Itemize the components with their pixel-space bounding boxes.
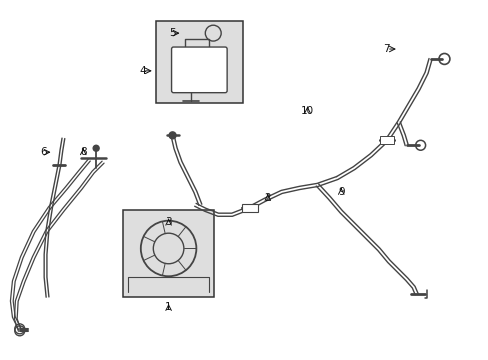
Text: 9: 9 bbox=[337, 187, 344, 197]
Text: 6: 6 bbox=[40, 147, 47, 157]
Text: 4: 4 bbox=[139, 66, 146, 76]
Text: 1: 1 bbox=[165, 302, 172, 312]
Circle shape bbox=[169, 132, 176, 139]
Text: 7: 7 bbox=[383, 44, 389, 54]
Circle shape bbox=[93, 145, 99, 151]
Text: 8: 8 bbox=[80, 147, 86, 157]
Bar bbox=[122, 210, 214, 297]
Text: 2: 2 bbox=[264, 193, 270, 203]
Bar bbox=[242, 204, 257, 212]
Bar bbox=[155, 21, 243, 103]
Bar bbox=[379, 136, 393, 144]
Text: 10: 10 bbox=[300, 105, 313, 116]
Text: 5: 5 bbox=[169, 28, 176, 38]
Text: 3: 3 bbox=[165, 217, 172, 227]
FancyBboxPatch shape bbox=[171, 47, 226, 93]
